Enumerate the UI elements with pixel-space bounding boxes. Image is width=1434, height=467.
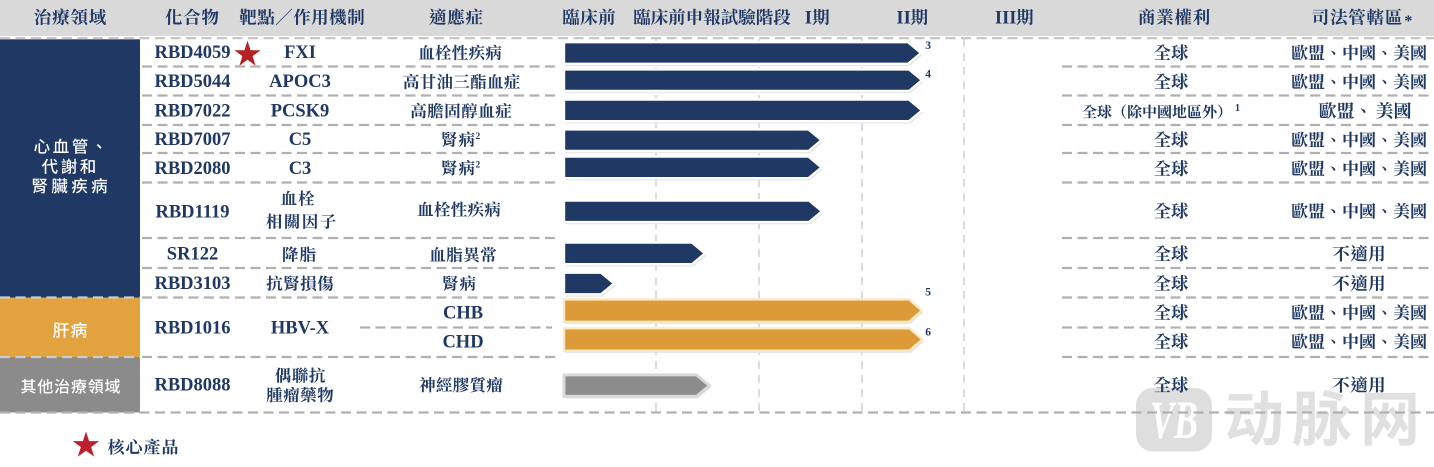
svg-text:SR122: SR122 (167, 244, 218, 264)
svg-text:RBD1119: RBD1119 (155, 202, 229, 222)
svg-text:2: 2 (476, 161, 481, 171)
svg-text:APOC3: APOC3 (269, 72, 331, 92)
svg-text:I: I (805, 9, 812, 29)
svg-text:RBD8088: RBD8088 (154, 376, 230, 396)
svg-text:C3: C3 (289, 159, 312, 179)
svg-text:3: 3 (925, 40, 931, 52)
svg-text:RBD7007: RBD7007 (154, 130, 230, 150)
svg-text:III: III (995, 9, 1017, 29)
svg-text:PCSK9: PCSK9 (271, 101, 330, 121)
svg-text:FXI: FXI (284, 43, 316, 63)
svg-text:RBD7022: RBD7022 (154, 101, 230, 121)
svg-text:RBD2080: RBD2080 (154, 159, 230, 179)
svg-text:CHD: CHD (442, 332, 483, 352)
svg-text:C5: C5 (289, 130, 312, 150)
svg-text:4: 4 (925, 69, 931, 81)
svg-text:CHB: CHB (443, 303, 483, 323)
svg-text:HBV-X: HBV-X (271, 319, 330, 339)
svg-text:5: 5 (925, 286, 931, 298)
svg-text:2: 2 (476, 132, 481, 142)
svg-text:*: * (1404, 13, 1412, 30)
svg-text:RBD3103: RBD3103 (154, 274, 230, 294)
svg-text:RBD5044: RBD5044 (154, 72, 230, 92)
svg-text:VB: VB (1150, 390, 1198, 450)
svg-text:II: II (896, 9, 910, 29)
svg-text:RBD1016: RBD1016 (154, 319, 230, 339)
svg-text:6: 6 (925, 327, 931, 339)
svg-text:1: 1 (1235, 103, 1240, 114)
svg-text:RBD4059: RBD4059 (154, 43, 230, 63)
